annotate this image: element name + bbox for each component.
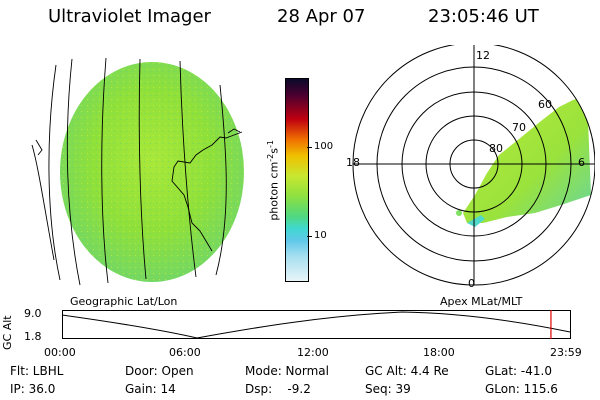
coastline xyxy=(171,131,243,252)
geographic-image xyxy=(31,57,244,286)
mlt-label-12: 12 xyxy=(476,49,490,62)
mlat-label-60: 60 xyxy=(538,98,552,111)
timeline-xtick-1800: 18:00 xyxy=(423,346,455,359)
geographic-panel-label: Geographic Lat/Lon xyxy=(70,295,178,308)
timeline-xtick-2359: 23:59 xyxy=(550,346,582,359)
mlat-label-70: 70 xyxy=(512,121,526,134)
colorbar-tick-10: 10 xyxy=(314,230,327,241)
gain-value: Gain: 14 xyxy=(125,382,176,396)
polar-panel-label: Apex MLat/MLT xyxy=(440,295,523,308)
seq-value: Seq: 39 xyxy=(365,382,411,396)
timeline-ylabel: GC Alt xyxy=(1,315,14,350)
colorbar xyxy=(285,78,309,282)
colorbar-unit-label: photon cm-2s-1 xyxy=(266,140,281,221)
mlt-label-6: 6 xyxy=(578,156,585,169)
mlt-label-0: 0 xyxy=(468,277,475,290)
timeline-xtick-0000: 00:00 xyxy=(44,346,76,359)
ip-value: IP: 36.0 xyxy=(10,382,56,396)
timeline-plot xyxy=(62,310,571,339)
gc-alt-curve xyxy=(62,311,571,339)
mode-value: Mode: Normal xyxy=(245,364,329,378)
instrument-title: Ultraviolet Imager xyxy=(48,6,211,27)
gc-alt-value: GC Alt: 4.4 Re xyxy=(365,364,449,378)
observation-time: 23:05:46 UT xyxy=(428,6,539,27)
colorbar-tick-100: 100 xyxy=(314,141,334,152)
meridian-lines xyxy=(31,57,227,286)
polar-plot xyxy=(352,45,595,286)
timeline-xtick-0600: 06:00 xyxy=(169,346,201,359)
mlat-label-80: 80 xyxy=(489,142,503,155)
aurora-region xyxy=(463,95,591,223)
timeline-ytick-min: 1.8 xyxy=(24,330,42,343)
glat-value: GLat: -41.0 xyxy=(485,364,552,378)
mlt-label-18: 18 xyxy=(346,156,360,169)
glon-value: GLon: 115.6 xyxy=(485,382,558,396)
door-value: Door: Open xyxy=(125,364,194,378)
timeline-ytick-max: 9.0 xyxy=(24,307,42,320)
dsp-value: Dsp: -9.2 xyxy=(245,382,311,396)
observation-date: 28 Apr 07 xyxy=(277,6,366,27)
timeline-xtick-1200: 12:00 xyxy=(297,346,329,359)
flt-value: Flt: LBHL xyxy=(10,364,64,378)
